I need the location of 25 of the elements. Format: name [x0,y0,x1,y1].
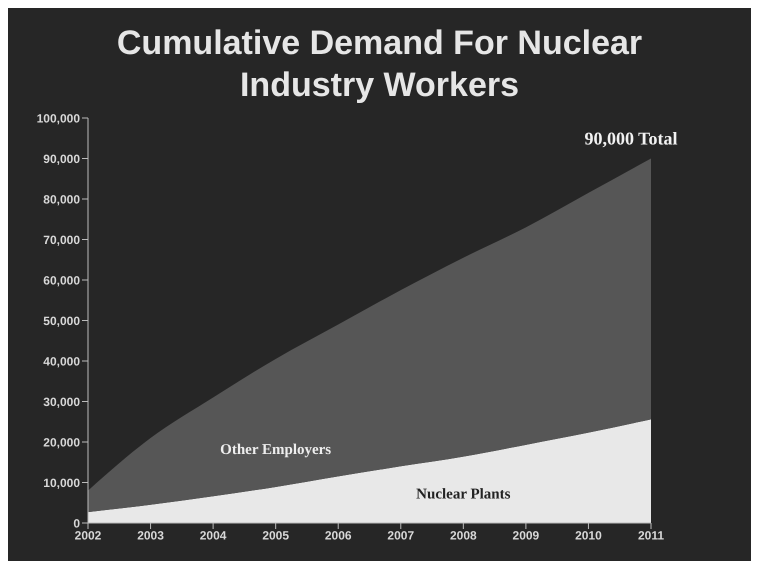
x-tick-label: 2010 [575,528,602,543]
x-tick-label: 2008 [450,528,478,543]
y-tick-label: 40,000 [43,354,80,368]
y-tick-label: 70,000 [43,232,80,247]
x-tick-label: 2009 [512,528,540,543]
x-tick-label: 2011 [638,528,664,543]
series-label: Nuclear Plants [416,486,511,502]
y-tick-label: 100,000 [36,111,80,126]
y-tick-label: 10,000 [43,476,80,490]
x-tick-label: 2006 [324,528,352,543]
chart-title: Cumulative Demand For Nuclear Industry Workers [116,23,644,106]
y-tick-label: 30,000 [43,394,80,409]
y-tick-label: 80,000 [43,192,80,206]
x-tick-label: 2007 [387,528,414,543]
y-tick-label: 50,000 [43,314,80,328]
y-tick-label: 20,000 [43,435,80,450]
x-tick-label: 2004 [200,528,227,543]
x-tick-label: 2003 [137,528,164,543]
y-tick-label: 0 [73,516,80,530]
y-tick-label: 90,000 [43,152,80,166]
series-label: Other Employers [220,442,332,458]
x-tick-label: 2002 [74,528,102,543]
x-tick-label: 2005 [262,528,290,543]
y-tick-label: 60,000 [43,273,80,288]
annotation: 90,000 Total [584,128,678,148]
